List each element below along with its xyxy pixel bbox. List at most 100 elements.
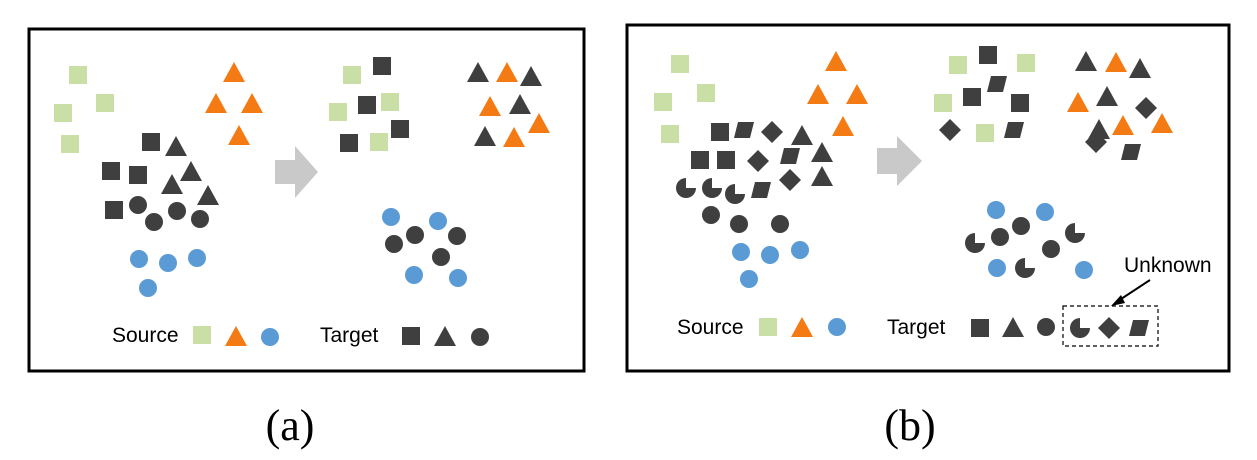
target-circle <box>1012 217 1030 235</box>
target-pacman <box>725 184 745 204</box>
target-parallelogram <box>734 122 754 138</box>
panel-a-transition-arrow <box>275 146 318 198</box>
source-triangle <box>479 96 501 116</box>
target-diamond <box>747 150 769 172</box>
target-square <box>691 151 709 169</box>
target-triangle <box>811 142 833 162</box>
source-circle <box>1075 261 1093 279</box>
source-square <box>1017 54 1035 72</box>
source-square <box>381 93 399 111</box>
source-square <box>671 55 689 73</box>
legend-source-square <box>759 318 777 336</box>
source-circle <box>429 212 447 230</box>
unknown-pointer-arrowhead <box>1111 295 1125 306</box>
target-circle <box>1042 240 1060 258</box>
target-pacman <box>1065 223 1085 243</box>
legend-source-triangle <box>791 317 813 337</box>
source-circle <box>761 246 779 264</box>
target-square <box>979 46 997 64</box>
source-circle <box>987 201 1005 219</box>
source-triangle <box>205 93 227 113</box>
legend-target-square <box>971 319 989 337</box>
target-parallelogram <box>751 182 771 198</box>
source-circle <box>130 250 148 268</box>
target-square <box>1011 94 1029 112</box>
source-triangle <box>528 113 550 133</box>
target-triangle <box>1096 86 1118 106</box>
target-diamond <box>1085 131 1107 153</box>
source-square <box>697 84 715 102</box>
legend-unknown-diamond <box>1098 317 1120 339</box>
panel-b-transition-arrow <box>877 136 922 186</box>
source-circle <box>159 254 177 272</box>
source-square <box>329 103 347 121</box>
source-square <box>343 66 361 84</box>
target-circle <box>448 227 466 245</box>
source-circle <box>732 243 750 261</box>
target-circle <box>432 248 450 266</box>
source-square <box>54 104 72 122</box>
panel-a-frame <box>27 27 586 373</box>
source-triangle <box>1067 92 1089 112</box>
target-pacman <box>702 178 722 198</box>
target-triangle <box>467 62 489 82</box>
source-square <box>949 56 967 74</box>
legend-source-triangle <box>225 326 247 346</box>
target-triangle <box>1129 58 1151 78</box>
legend-target-circle <box>471 328 489 346</box>
panel-a-caption: (a) <box>266 401 315 450</box>
source-square <box>661 125 679 143</box>
legend-source-circle <box>828 318 846 336</box>
target-diamond <box>1135 97 1157 119</box>
target-square <box>142 133 160 151</box>
source-triangle <box>496 62 518 82</box>
target-triangle <box>1075 51 1097 71</box>
target-square <box>105 201 123 219</box>
panel-b-legend-target-label: Target <box>887 316 946 339</box>
source-square <box>96 94 114 112</box>
target-triangle <box>165 136 187 156</box>
source-square <box>370 133 388 151</box>
legend-target-circle <box>1037 318 1055 336</box>
unknown-pointer-line <box>1117 279 1151 302</box>
source-triangle <box>825 51 847 71</box>
legend-target-triangle <box>1002 317 1024 337</box>
target-triangle <box>791 125 813 145</box>
target-circle <box>730 215 748 233</box>
panel-b-frame <box>625 23 1231 373</box>
target-triangle <box>474 126 496 146</box>
panel-b-legend-source-label: Source <box>677 316 744 339</box>
target-square <box>358 96 376 114</box>
target-parallelogram <box>1121 144 1141 160</box>
target-pacman <box>676 178 696 198</box>
target-circle <box>129 196 147 214</box>
source-triangle <box>846 84 868 104</box>
target-pacman <box>1015 258 1035 278</box>
panel-b-caption: (b) <box>884 401 935 450</box>
source-square <box>61 135 79 153</box>
unknown-class-box <box>1062 305 1159 347</box>
target-pacman <box>965 233 985 253</box>
target-parallelogram <box>1004 122 1024 138</box>
source-triangle <box>807 84 829 104</box>
target-parallelogram <box>987 76 1007 92</box>
legend-source-square <box>193 326 211 344</box>
source-triangle <box>832 116 854 136</box>
source-triangle <box>223 62 245 82</box>
target-square <box>340 134 358 152</box>
target-circle <box>191 210 209 228</box>
legend-target-square <box>402 327 420 345</box>
target-triangle <box>161 174 183 194</box>
source-circle <box>791 241 809 259</box>
target-triangle <box>520 66 542 86</box>
target-circle <box>771 215 789 233</box>
legend-target-triangle <box>434 326 456 346</box>
target-circle <box>145 213 163 231</box>
target-circle <box>991 228 1009 246</box>
target-circle <box>385 235 403 253</box>
legend-source-circle <box>261 328 279 346</box>
target-square <box>102 162 120 180</box>
panel-a-legend-source-label: Source <box>112 324 179 347</box>
source-circle <box>405 266 423 284</box>
